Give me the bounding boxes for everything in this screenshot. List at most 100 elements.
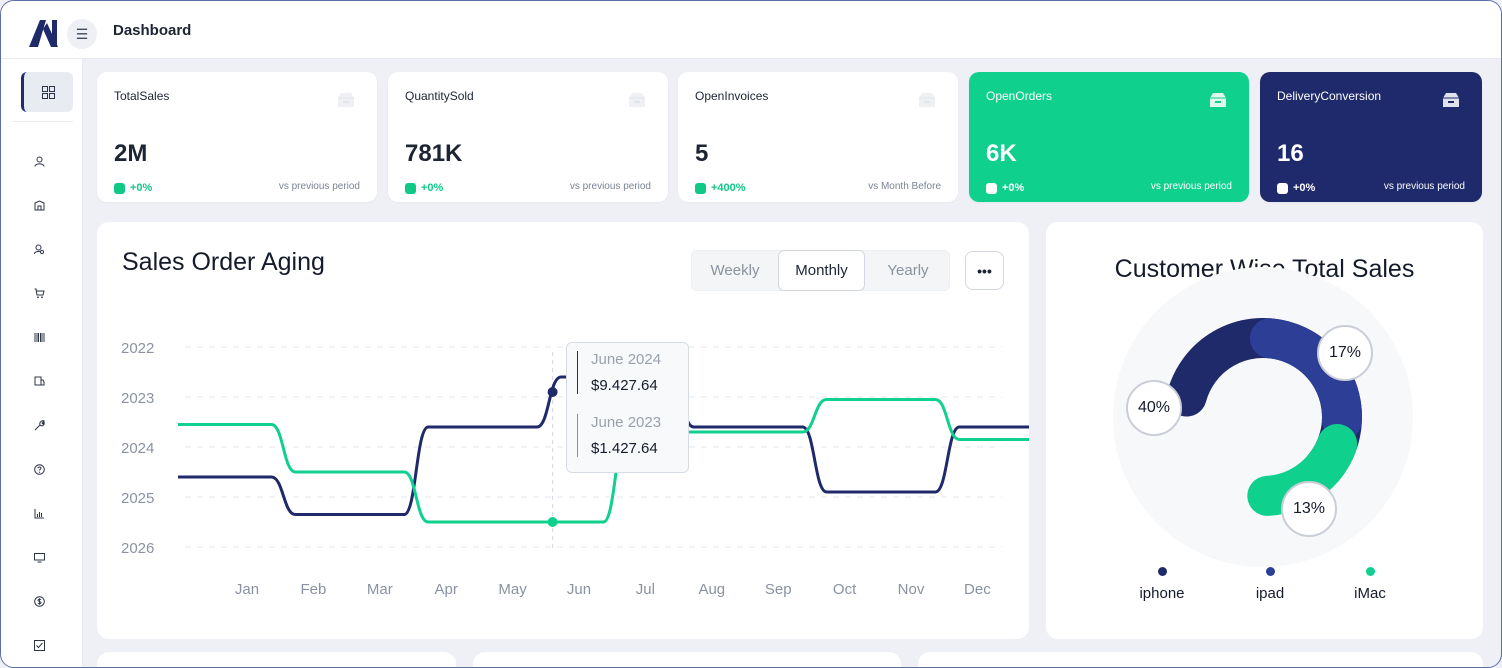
kpi-title: DeliveryConversion	[1277, 89, 1382, 103]
legend-item-ipad[interactable]: ipad	[1230, 567, 1310, 602]
tab-weekly[interactable]: Weekly	[710, 262, 760, 279]
kpi-period: vs previous period	[1150, 181, 1232, 192]
series-point-2	[547, 517, 558, 527]
x-tick-label: Feb	[300, 581, 326, 598]
sidebar-item-dashboard[interactable]	[21, 72, 73, 112]
x-tick-label: Jul	[636, 581, 655, 598]
monitor-icon	[33, 552, 45, 562]
kpi-title: TotalSales	[114, 89, 170, 103]
tooltip-value: $9.427.64	[591, 377, 658, 394]
kpi-card-total-sales[interactable]: TotalSales 2M +0% vs previous period	[97, 72, 377, 202]
sidebar	[1, 59, 83, 667]
user-icon	[34, 156, 44, 167]
x-tick-label: Jan	[235, 581, 259, 598]
y-tick-label: 2026	[121, 540, 154, 557]
sales-order-aging-card: 2022 2023 2024 2025 2026 Jan Feb Mar Apr May Jun Ju…	[97, 222, 1029, 639]
sidebar-divider	[13, 121, 73, 122]
sidebar-item-devices[interactable]	[31, 549, 47, 565]
kpi-card-delivery-conversion[interactable]: DeliveryConversion 16 +0% vs previous pe…	[1260, 72, 1482, 202]
tooltip-label: June 2023	[591, 414, 662, 431]
sidebar-item-service[interactable]	[31, 417, 47, 433]
trend-up-icon	[986, 182, 997, 194]
y-tick-label: 2023	[121, 390, 154, 407]
donut-slice-ipad[interactable]	[1164, 318, 1362, 516]
sidebar-item-orders[interactable]	[31, 285, 47, 301]
bar-chart-icon	[34, 508, 44, 518]
kpi-value: 6K	[986, 140, 1017, 167]
trend-up-icon	[695, 182, 706, 194]
kpi-card-quantity-sold[interactable]: QuantitySold 781K +0% vs previous period	[388, 72, 668, 202]
sidebar-item-customers[interactable]	[31, 241, 47, 257]
bottom-card	[97, 652, 456, 667]
x-tick-label: Nov	[898, 581, 925, 598]
kpi-change: +0%	[114, 182, 152, 194]
tooltip-series-2: June 2023 $1.427.64	[577, 414, 661, 457]
user-search-icon	[33, 244, 44, 254]
slice-label-ipad: 17%	[1317, 325, 1373, 381]
kpi-change: +0%	[405, 182, 443, 194]
kpi-value: 16	[1277, 140, 1304, 167]
more-options-button[interactable]: •••	[965, 251, 1004, 290]
tooltip-label: June 2024	[591, 351, 662, 368]
more-icon: •••	[977, 262, 992, 279]
hamburger-icon[interactable]: ☰	[67, 19, 97, 49]
kpi-card-open-invoices[interactable]: OpenInvoices 5 +400% vs Month Before	[678, 72, 958, 202]
chart-title: Sales Order Aging	[122, 248, 325, 276]
sidebar-item-inventory[interactable]	[31, 329, 47, 345]
slice-label-imac: 13%	[1281, 481, 1337, 537]
truck-icon	[34, 376, 44, 385]
kpi-title: OpenInvoices	[695, 89, 769, 103]
cart-icon	[34, 288, 45, 298]
app-logo	[29, 20, 58, 47]
kpi-change: +0%	[986, 182, 1024, 194]
x-tick-label: Apr	[435, 581, 458, 598]
x-tick-label: Aug	[698, 581, 725, 598]
donut-slice-imac[interactable]	[1162, 316, 1365, 519]
kpi-period: vs previous period	[1383, 181, 1465, 192]
sidebar-item-tasks[interactable]	[31, 637, 47, 653]
series-line-2	[178, 398, 1029, 524]
wrench-icon	[34, 419, 45, 430]
tab-monthly[interactable]: Monthly	[778, 250, 865, 291]
trend-up-icon	[114, 182, 125, 194]
bottom-card	[473, 652, 901, 667]
legend-dot	[1365, 567, 1375, 576]
sidebar-item-companies[interactable]	[31, 197, 47, 213]
x-tick-label: Mar	[367, 581, 393, 598]
dollar-icon	[33, 595, 45, 607]
y-tick-label: 2022	[121, 340, 154, 357]
sidebar-item-users[interactable]	[31, 153, 47, 169]
legend-item-imac[interactable]: iMac	[1330, 567, 1410, 602]
kpi-period: vs Month Before	[868, 181, 941, 192]
slice-label-iphone: 40%	[1126, 380, 1182, 436]
kpi-card-open-orders[interactable]: OpenOrders 6K +0% vs previous period	[969, 72, 1249, 202]
sidebar-item-delivery[interactable]	[31, 373, 47, 389]
box-icon	[919, 93, 935, 107]
legend-item-iphone[interactable]: iphone	[1122, 567, 1202, 602]
x-tick-label: Oct	[833, 581, 857, 598]
kpi-period: vs previous period	[278, 181, 360, 192]
trend-up-icon	[405, 182, 416, 194]
sidebar-item-reports[interactable]	[31, 505, 47, 521]
tooltip-value: $1.427.64	[591, 440, 658, 457]
kpi-period: vs previous period	[569, 181, 651, 192]
bottom-card	[918, 652, 1483, 667]
kpi-title: QuantitySold	[405, 89, 474, 103]
grid-icon	[42, 85, 55, 99]
kpi-change: +400%	[695, 182, 746, 194]
tooltip-series-1: June 2024 $9.427.64	[577, 351, 661, 394]
trend-up-icon	[1277, 182, 1288, 194]
box-icon	[1210, 93, 1226, 107]
x-tick-label: Sep	[765, 581, 792, 598]
legend-dot	[1265, 567, 1275, 576]
sidebar-item-help[interactable]	[31, 461, 47, 477]
tab-yearly[interactable]: Yearly	[887, 262, 929, 279]
kpi-change: +0%	[1277, 182, 1315, 194]
customer-sales-donut	[1113, 267, 1413, 567]
barcode-icon	[34, 332, 44, 342]
x-tick-label: Dec	[964, 581, 991, 598]
page-title: Dashboard	[113, 22, 192, 39]
sidebar-item-finance[interactable]	[31, 593, 47, 609]
x-tick-label: Jun	[567, 581, 591, 598]
